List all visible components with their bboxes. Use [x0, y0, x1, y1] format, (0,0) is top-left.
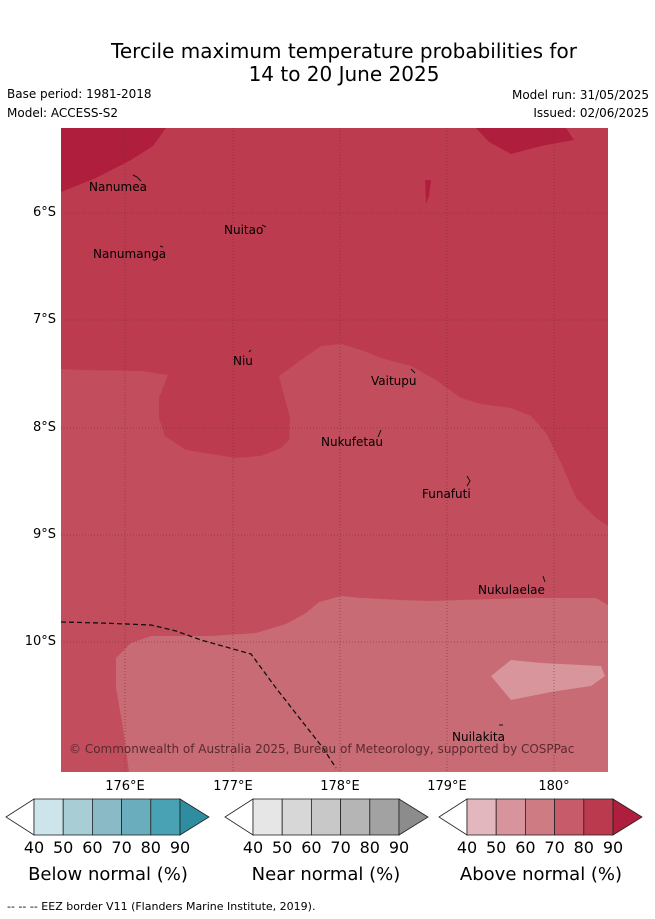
colorbar-tick-label: 70: [330, 838, 351, 857]
region-above-80-nw: [61, 128, 166, 192]
colorbar-tick-label: 40: [23, 838, 45, 857]
colorbar-above-label: Above normal (%): [459, 864, 623, 885]
colorbar-tick-label: 60: [515, 838, 536, 857]
eez-border-line: [61, 621, 337, 769]
colorbar-tick-label: 80: [140, 838, 161, 857]
colorbar-tick-label: 70: [111, 838, 132, 857]
colorbar-segment: [281, 798, 312, 836]
copyright-notice: © Commonwealth of Australia 2025, Bureau…: [69, 742, 575, 756]
label-niu: Niu: [233, 354, 253, 368]
lat-label-9s: 9°S: [32, 527, 56, 542]
colorbar-segment: [33, 798, 64, 836]
island-funafuti: [466, 475, 471, 487]
region-above-50: [116, 596, 608, 772]
graticule: [61, 128, 608, 772]
colorbar-extend-high: [612, 798, 643, 836]
colorbar-extend-low: [5, 798, 35, 836]
island-nukufetau: [377, 429, 382, 438]
colorbar-segment: [525, 798, 556, 836]
model-name: Model: ACCESS-S2: [7, 106, 119, 120]
label-nuitao: Nuitao: [224, 223, 264, 237]
colorbar-segment: [121, 798, 152, 836]
island-nanumanga: [159, 245, 164, 248]
region-above-80-sliver: [425, 180, 431, 204]
label-nukulaelae: Nukulaelae: [478, 583, 545, 597]
label-vaitupu: Vaitupu: [371, 374, 417, 388]
label-nanumea: Nanumea: [89, 180, 147, 194]
colorbar-tick-label: 40: [456, 838, 478, 857]
colorbar-tick-label: 90: [169, 838, 191, 857]
island-vaitupu: [410, 368, 416, 374]
colorbar-segment: [311, 798, 342, 836]
lon-label-180: 180°: [538, 779, 570, 794]
lat-label-6s: 6°S: [32, 205, 56, 220]
lat-label-10s: 10°S: [24, 634, 56, 649]
region-above-80-ne: [476, 128, 574, 154]
colorbar-segment: [92, 798, 123, 836]
colorbar-segment: [554, 798, 585, 836]
lon-label-177e: 177°E: [213, 779, 253, 794]
label-nuilakita: Nuilakita: [452, 730, 505, 744]
colorbar-tick-label: 90: [602, 838, 624, 857]
colorbar-extend-low: [224, 798, 254, 836]
title-line-1: Tercile maximum temperature probabilitie…: [111, 39, 577, 63]
colorbar-segment: [252, 798, 283, 836]
eez-legend-note: -- -- -- EEZ border V11 (Flanders Marine…: [7, 900, 316, 913]
base-period: Base period: 1981-2018: [7, 87, 152, 101]
island-nuitao: [261, 224, 267, 228]
island-outlines: [132, 174, 546, 726]
colorbar-near-normal: [224, 798, 429, 836]
colorbar-extend-high: [179, 798, 210, 836]
colorbar-segment: [369, 798, 400, 836]
colorbar-segment: [583, 798, 614, 836]
colorbar-segment: [340, 798, 371, 836]
colorbar-tick-label: 60: [82, 838, 103, 857]
issued-date: Issued: 02/06/2025: [533, 106, 649, 120]
lon-label-178e: 178°E: [320, 779, 360, 794]
colorbar-tick-label: 80: [359, 838, 380, 857]
lon-label-179e: 179°E: [427, 779, 467, 794]
island-nukulaelae: [542, 575, 546, 583]
title-line-2: 14 to 20 June 2025: [248, 62, 440, 86]
colorbar-segment: [495, 798, 526, 836]
island-nanumea: [132, 174, 142, 182]
label-funafuti: Funafuti: [422, 487, 471, 501]
island-niu: [248, 349, 252, 353]
colorbar-below-normal: [5, 798, 210, 836]
colorbar-above-normal: [438, 798, 643, 836]
colorbar-extend-high: [398, 798, 429, 836]
colorbar-tick-label: 90: [388, 838, 410, 857]
colorbar-tick-label: 60: [301, 838, 322, 857]
colorbar-segment: [62, 798, 93, 836]
label-nanumanga: Nanumanga: [93, 247, 167, 261]
colorbar-below-label: Below normal (%): [28, 864, 188, 885]
colorbar-tick-label: 70: [544, 838, 565, 857]
colorbar-tick-label: 50: [486, 838, 507, 857]
region-above-50-light: [491, 660, 605, 700]
label-nukufetau: Nukufetau: [321, 435, 384, 449]
map-title: Tercile maximum temperature probabilitie…: [0, 40, 655, 86]
colorbar-segment: [466, 798, 497, 836]
colorbar-segment: [150, 798, 181, 836]
lat-label-8s: 8°S: [32, 420, 56, 435]
colorbar-tick-label: 50: [272, 838, 293, 857]
colorbar-tick-label: 80: [573, 838, 594, 857]
lon-label-176e: 176°E: [105, 779, 145, 794]
colorbar-tick-label: 50: [53, 838, 74, 857]
colorbar-near-label: Near normal (%): [251, 864, 401, 885]
colorbar-tick-label: 40: [242, 838, 264, 857]
probability-map: [61, 128, 608, 772]
colorbar-extend-low: [438, 798, 468, 836]
lat-label-7s: 7°S: [32, 312, 56, 327]
model-run: Model run: 31/05/2025: [511, 88, 649, 102]
